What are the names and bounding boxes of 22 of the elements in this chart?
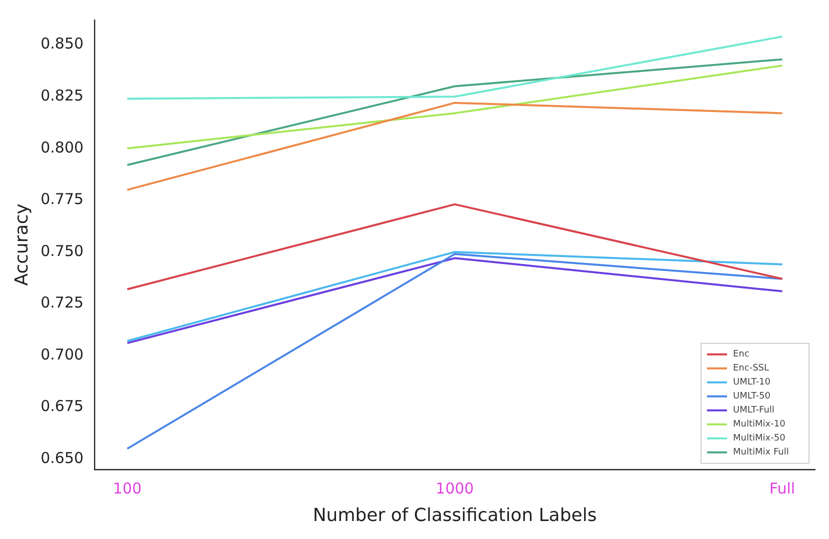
x-tick-label: 1000 (436, 479, 474, 498)
x-axis-title: Number of Classification Labels (312, 504, 597, 526)
x-tick-label: 100 (112, 479, 142, 498)
legend-label: UMLT-50 (733, 392, 771, 402)
legend-label: UMLT-Full (733, 406, 774, 416)
y-tick-label: 0.800 (40, 138, 84, 156)
y-tick-label: 0.700 (40, 345, 84, 364)
legend-label: MultiMix-50 (733, 434, 786, 444)
legend-label: Enc-SSL (733, 364, 770, 374)
y-tick-label: 0.675 (40, 397, 84, 416)
legend-label: Enc (733, 350, 750, 360)
y-tick-label: 0.725 (40, 294, 84, 312)
y-axis-title: Accuracy (11, 203, 32, 286)
y-tick-label: 0.825 (40, 86, 84, 105)
y-tick-label: 0.850 (40, 34, 84, 53)
legend-label: UMLT-10 (733, 378, 771, 388)
y-tick-label: 0.775 (40, 190, 84, 208)
y-tick-label: 0.650 (40, 448, 84, 467)
legend-label: MultiMix-10 (733, 420, 786, 430)
x-tick-label: Full (769, 479, 796, 498)
y-tick-label: 0.750 (40, 242, 84, 260)
legend-label: MultiMix Full (733, 448, 789, 458)
